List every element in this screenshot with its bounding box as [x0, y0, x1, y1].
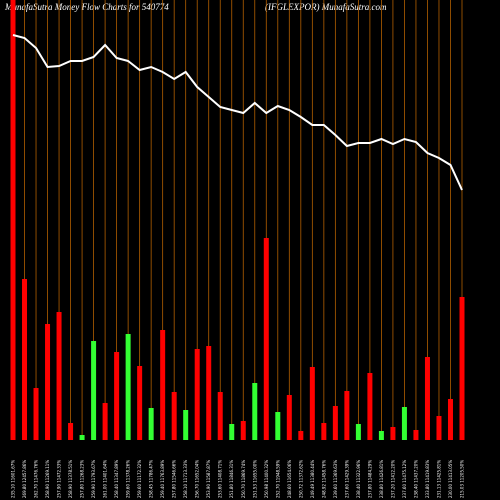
chart-title: MunafaSutra Money Flow Charts for 540774: [4, 2, 169, 12]
bar: [298, 431, 304, 440]
x-tick-label: 239.60 11369.63%: [333, 460, 338, 498]
price-line-group: [12, 34, 463, 191]
x-tick-label: 259.90 11793.67%: [91, 460, 96, 498]
x-tick-label: 257.80 11546.66%: [172, 460, 177, 498]
bar: [45, 324, 51, 440]
x-tick-label: 230.00 11413.05%: [448, 460, 453, 498]
bars: [10, 0, 465, 440]
x-tick-label: 237.80 11484.29%: [367, 460, 372, 498]
bar: [10, 0, 16, 440]
x-tick-label: 233.80 11419.83%: [425, 460, 430, 498]
bar: [171, 392, 177, 440]
x-tick-label: 237.60 11429.39%: [344, 460, 349, 498]
bar: [22, 279, 28, 440]
x-tick-label: 248.92 11458.76%: [321, 460, 326, 498]
x-tick-label: 269.80 12457.86%: [22, 460, 27, 498]
bar: [102, 403, 108, 440]
x-tick-label: 258.45 11786.47%: [149, 460, 154, 498]
bar: [183, 410, 189, 440]
bar: [194, 349, 200, 440]
x-tick-label: 257.90 11472.33%: [57, 460, 62, 498]
x-tick-label: 237.60 11475.12%: [402, 460, 407, 498]
bar: [309, 367, 315, 440]
x-tick-label: 258.90 11269.11%: [45, 460, 50, 498]
bar: [424, 357, 430, 440]
bar: [217, 392, 223, 440]
x-tick-label: 256.70 11652.04%: [195, 460, 200, 498]
bar: [33, 388, 39, 440]
x-tick-label: 238.40 11437.20%: [413, 460, 418, 498]
x-tick-label: 258.10 11713.33%: [183, 460, 188, 498]
bar: [148, 408, 154, 440]
bar: [344, 391, 350, 440]
bar: [401, 407, 407, 440]
x-tick-label: 238.80 11426.81%: [379, 460, 384, 498]
x-tick-label: 261.00 11401.64%: [103, 460, 108, 498]
x-tick-label: 251.53 11655.00%: [252, 460, 257, 498]
bar: [332, 406, 338, 440]
bar: [413, 430, 419, 440]
bar: [137, 366, 143, 440]
bar: [68, 423, 74, 440]
bar: [275, 412, 281, 440]
bar: [436, 416, 442, 440]
x-tick-label: 262.70 11476.76%: [34, 460, 39, 498]
bar: [390, 427, 396, 440]
bar: [91, 341, 97, 440]
bar: [56, 312, 62, 440]
x-tick-label: 250.70 11869.74%: [241, 460, 246, 498]
x-tick-label: 235.10 11601.67%: [11, 460, 16, 498]
x-tick-label: 253.90 11587.87%: [206, 460, 211, 498]
x-tick-label: 258.40 11347.89%: [114, 460, 119, 498]
x-tick-label: 238.40 11322.96%: [356, 460, 361, 498]
bar: [160, 330, 166, 440]
x-tick-label: 248.60 11654.06%: [287, 460, 292, 498]
x-tick-label: 257.80 11268.23%: [80, 460, 85, 498]
price-line: [12, 34, 463, 191]
x-tick-label: 252.70 11948.59%: [275, 460, 280, 498]
x-tick-label: 250.98 11400.32%: [264, 460, 269, 498]
x-labels: 235.10 11601.67% 269.80 12457.86% 262.70 1…: [11, 460, 465, 498]
x-tick-label: 259.60 11378.26%: [126, 460, 131, 498]
bar: [79, 435, 85, 440]
x-tick-label: 215.03 11205.50%: [460, 460, 465, 498]
x-tick-label: 259.60 11172.32%: [137, 460, 142, 498]
bar: [240, 421, 246, 440]
bar: [321, 423, 327, 440]
bar: [206, 346, 212, 440]
bar: [229, 424, 235, 440]
bar: [125, 334, 131, 440]
bar: [263, 238, 269, 440]
x-tick-label: 258.90 11378.51%: [68, 460, 73, 498]
x-tick-label: 237.20 11412.20%: [390, 460, 395, 498]
bar: [367, 373, 373, 440]
chart-subtitle: (IFGLEXPOR) MunafaSutra.com: [265, 2, 387, 12]
bar: [447, 399, 453, 440]
x-tick-label: 251.80 11846.31%: [229, 460, 234, 498]
bar: [355, 424, 361, 440]
bar: [114, 352, 120, 440]
bar: [378, 431, 384, 440]
bar: [252, 383, 258, 440]
bar: [286, 395, 292, 440]
x-tick-label: 253.60 11408.71%: [218, 460, 223, 498]
x-tick-label: 250.72 11372.62%: [298, 460, 303, 498]
bar: [459, 297, 465, 440]
x-tick-label: 259.40 11763.89%: [160, 460, 165, 498]
x-tick-label: 231.13 11425.81%: [436, 460, 441, 498]
x-tick-label: 249.49 11380.44%: [310, 460, 315, 498]
